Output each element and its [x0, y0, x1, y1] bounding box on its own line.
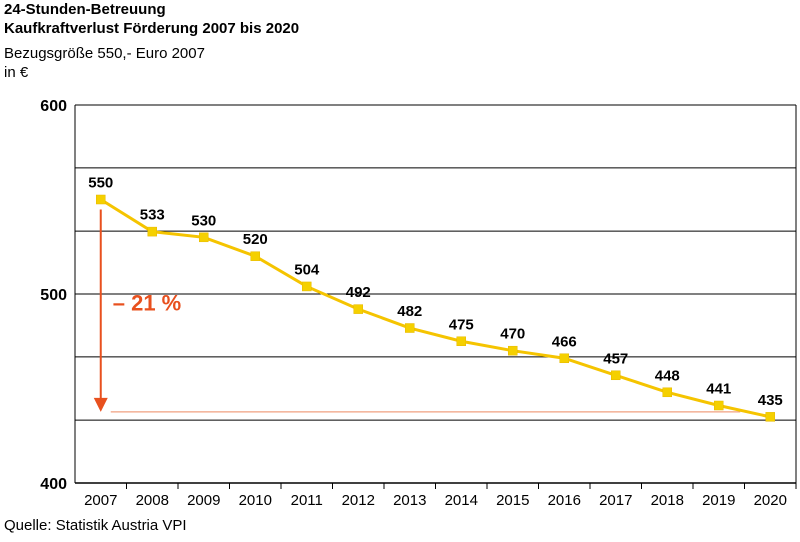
x-tick-label: 2018: [651, 492, 684, 509]
unit-label: in €: [4, 64, 29, 81]
y-tick-label: 400: [40, 476, 67, 493]
data-point: [302, 281, 312, 292]
y-tick-label: 600: [40, 98, 67, 115]
data-label: 475: [449, 316, 474, 333]
data-point: [199, 232, 209, 243]
data-label: 448: [655, 367, 680, 384]
x-tick-label: 2020: [754, 492, 787, 509]
data-label: 530: [191, 212, 216, 229]
data-point: [559, 353, 569, 364]
data-point: [611, 370, 621, 381]
data-label: 466: [552, 333, 577, 350]
x-tick-label: 2015: [496, 492, 529, 509]
data-label: 457: [603, 350, 628, 367]
data-point: [662, 387, 672, 398]
chart-title-line2: Kaufkraftverlust Förderung 2007 bis 2020: [4, 20, 300, 37]
title-block: 24-Stunden-Betreuung Kaufkraftverlust Fö…: [4, 0, 299, 82]
data-point: [714, 400, 724, 411]
x-tick-label: 2011: [291, 492, 323, 509]
data-label: 470: [500, 326, 525, 343]
chart-subtitle: Bezugsgröße 550,- Euro 2007: [4, 45, 205, 62]
x-tick-label: 2013: [393, 492, 426, 509]
data-point: [765, 412, 775, 422]
x-tick-label: 2008: [136, 492, 169, 509]
x-tick-label: 2014: [445, 492, 478, 509]
x-tick-label: 2012: [342, 492, 375, 509]
data-label: 441: [706, 381, 731, 398]
y-tick-label: 500: [40, 287, 67, 304]
x-tick-label: 2009: [187, 492, 220, 509]
data-label: 435: [758, 392, 783, 409]
series-line: [99, 198, 771, 419]
x-tick-label: 2019: [702, 492, 735, 509]
data-point: [96, 194, 106, 205]
decline-annotation: – 21 %: [113, 290, 182, 315]
data-label: 533: [140, 207, 165, 224]
data-point: [250, 251, 260, 261]
chart-title-line1: 24-Stunden-Betreuung: [4, 1, 166, 18]
data-label: 492: [346, 284, 371, 301]
x-tick-label: 2017: [599, 492, 632, 509]
data-label: 482: [397, 303, 422, 320]
data-point: [405, 323, 415, 333]
data-point: [456, 336, 466, 346]
data-point: [508, 345, 518, 356]
x-tick-label: 2010: [239, 492, 272, 509]
x-tick-label: 2016: [548, 492, 581, 509]
source-note: Quelle: Statistik Austria VPI: [4, 517, 187, 534]
decline-arrow-head: [93, 397, 108, 412]
data-label: 520: [243, 231, 268, 248]
x-tick-label: 2007: [84, 492, 117, 509]
data-label: 504: [294, 261, 320, 278]
data-label: 550: [88, 175, 113, 192]
data-point: [147, 226, 157, 237]
data-point: [353, 304, 363, 314]
